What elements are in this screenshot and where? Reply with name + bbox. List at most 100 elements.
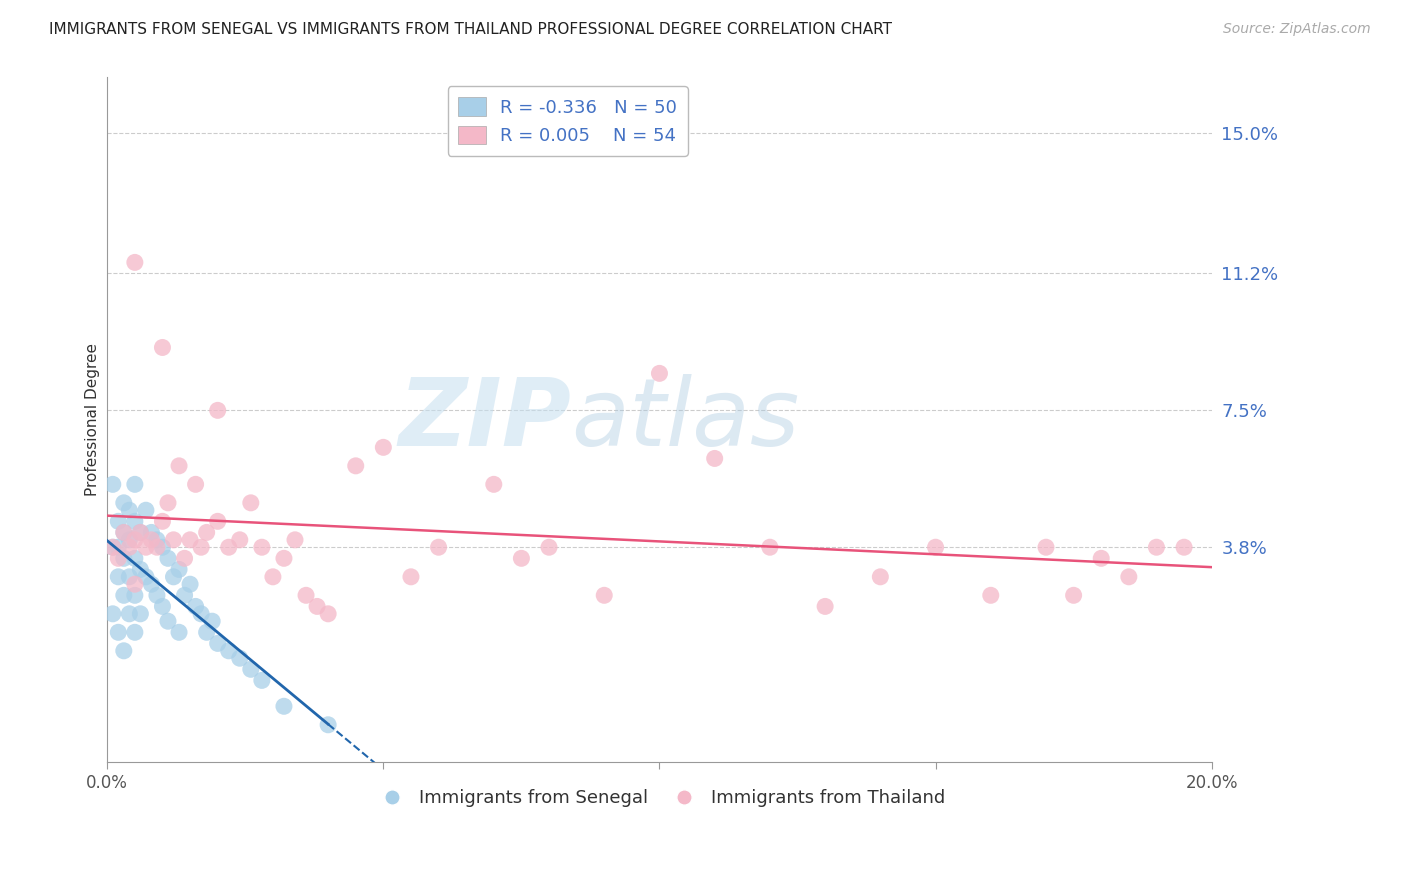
- Point: [537, 540, 560, 554]
- Point: [156, 551, 179, 566]
- Point: [124, 588, 146, 602]
- Text: Source: ZipAtlas.com: Source: ZipAtlas.com: [1223, 22, 1371, 37]
- Point: [107, 551, 129, 566]
- Point: [118, 570, 141, 584]
- Point: [373, 441, 395, 455]
- Point: [101, 540, 124, 554]
- Point: [167, 458, 190, 473]
- Legend: Immigrants from Senegal, Immigrants from Thailand: Immigrants from Senegal, Immigrants from…: [367, 782, 952, 814]
- Point: [112, 644, 135, 658]
- Point: [146, 540, 169, 554]
- Point: [118, 540, 141, 554]
- Point: [129, 525, 152, 540]
- Point: [162, 570, 184, 584]
- Point: [156, 614, 179, 628]
- Point: [482, 477, 505, 491]
- Point: [190, 540, 212, 554]
- Point: [156, 496, 179, 510]
- Point: [239, 496, 262, 510]
- Point: [1146, 540, 1168, 554]
- Point: [239, 662, 262, 676]
- Text: IMMIGRANTS FROM SENEGAL VS IMMIGRANTS FROM THAILAND PROFESSIONAL DEGREE CORRELAT: IMMIGRANTS FROM SENEGAL VS IMMIGRANTS FR…: [49, 22, 893, 37]
- Point: [129, 562, 152, 576]
- Point: [179, 533, 201, 547]
- Point: [162, 533, 184, 547]
- Point: [924, 540, 946, 554]
- Point: [250, 540, 273, 554]
- Point: [316, 718, 339, 732]
- Point: [118, 533, 141, 547]
- Point: [173, 551, 195, 566]
- Point: [107, 570, 129, 584]
- Point: [593, 588, 616, 602]
- Point: [295, 588, 318, 602]
- Point: [510, 551, 533, 566]
- Point: [152, 540, 174, 554]
- Point: [112, 525, 135, 540]
- Point: [648, 367, 671, 381]
- Point: [124, 477, 146, 491]
- Point: [167, 625, 190, 640]
- Point: [146, 533, 169, 547]
- Point: [141, 525, 163, 540]
- Point: [152, 514, 174, 528]
- Point: [152, 341, 174, 355]
- Point: [107, 540, 129, 554]
- Point: [141, 577, 163, 591]
- Point: [152, 599, 174, 614]
- Point: [124, 625, 146, 640]
- Point: [124, 514, 146, 528]
- Point: [1035, 540, 1057, 554]
- Point: [124, 255, 146, 269]
- Point: [124, 533, 146, 547]
- Point: [173, 588, 195, 602]
- Point: [112, 496, 135, 510]
- Point: [146, 588, 169, 602]
- Point: [344, 458, 367, 473]
- Text: atlas: atlas: [571, 374, 800, 465]
- Point: [427, 540, 450, 554]
- Point: [101, 540, 124, 554]
- Point: [316, 607, 339, 621]
- Point: [201, 614, 224, 628]
- Point: [307, 599, 329, 614]
- Point: [207, 514, 229, 528]
- Point: [135, 570, 157, 584]
- Point: [218, 540, 240, 554]
- Text: ZIP: ZIP: [398, 374, 571, 466]
- Point: [184, 477, 207, 491]
- Point: [229, 651, 252, 665]
- Point: [107, 514, 129, 528]
- Point: [250, 673, 273, 688]
- Point: [195, 525, 218, 540]
- Point: [184, 599, 207, 614]
- Point: [1063, 588, 1085, 602]
- Point: [869, 570, 891, 584]
- Point: [229, 533, 252, 547]
- Point: [980, 588, 1002, 602]
- Point: [262, 570, 284, 584]
- Point: [1118, 570, 1140, 584]
- Point: [273, 699, 295, 714]
- Point: [1090, 551, 1112, 566]
- Point: [814, 599, 837, 614]
- Point: [101, 477, 124, 491]
- Point: [190, 607, 212, 621]
- Point: [124, 577, 146, 591]
- Point: [112, 551, 135, 566]
- Point: [129, 607, 152, 621]
- Point: [112, 588, 135, 602]
- Point: [179, 577, 201, 591]
- Point: [207, 636, 229, 650]
- Point: [218, 644, 240, 658]
- Point: [207, 403, 229, 417]
- Point: [129, 525, 152, 540]
- Point: [101, 607, 124, 621]
- Point: [141, 533, 163, 547]
- Point: [124, 551, 146, 566]
- Point: [135, 503, 157, 517]
- Point: [284, 533, 307, 547]
- Point: [118, 607, 141, 621]
- Point: [273, 551, 295, 566]
- Point: [107, 625, 129, 640]
